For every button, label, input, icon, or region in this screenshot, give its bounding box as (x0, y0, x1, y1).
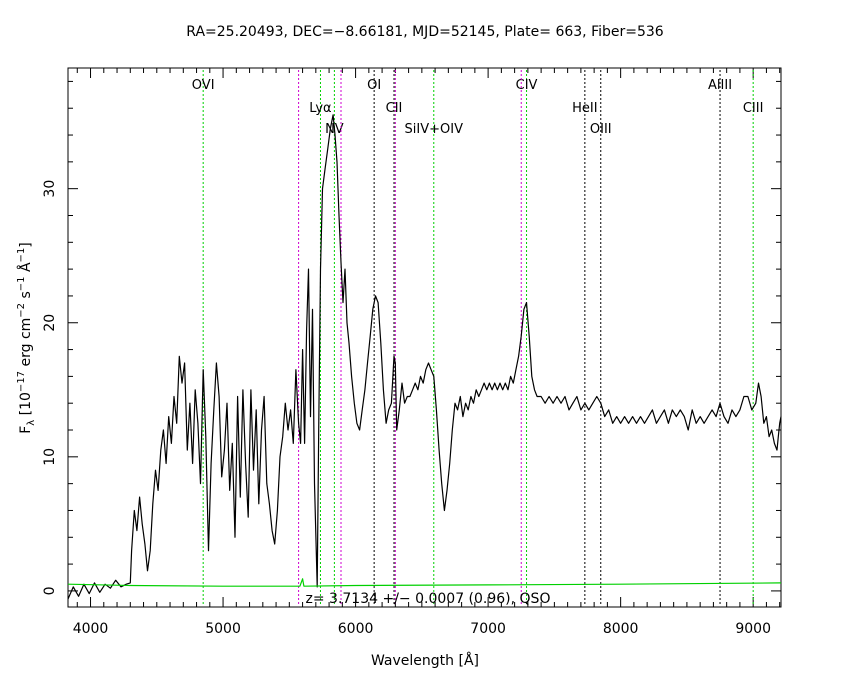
y-axis-label-part: ] (18, 242, 34, 247)
x-tick-label: 6000 (338, 621, 374, 637)
x-tick-label: 5000 (205, 621, 241, 637)
y-tick-label: 20 (42, 314, 58, 332)
plot-frame (67, 67, 782, 608)
line-label: Lyα (309, 101, 331, 116)
y-axis-label: Fλ [10−17 erg cm−2 s−1 Å−1] (16, 242, 37, 434)
y-axis-label-part: −1 (16, 276, 27, 291)
line-label: CIII (743, 101, 764, 116)
x-axis-label: Wavelength [Å] (371, 652, 479, 669)
line-label: OI (367, 78, 381, 93)
redshift-label: z= 3.7134 +/− 0.0007 (0.96), QSO (306, 591, 551, 607)
y-axis-label-part: −17 (16, 371, 27, 392)
y-axis-label-part: s (18, 291, 34, 303)
flux-line (67, 114, 782, 600)
chart-title: RA=25.20493, DEC=−8.66181, MJD=52145, Pl… (186, 24, 664, 40)
emission-line-markers: OVILyαNVOICIISiIV+OIVCIVHeIIOIIIAlIIICII… (192, 70, 764, 605)
y-tick-label: 0 (42, 586, 58, 595)
x-tick-label: 7000 (470, 621, 506, 637)
y-axis: 0 10 20 30 (42, 80, 781, 595)
line-label: SiIV+OIV (405, 122, 464, 137)
x-tick-label: 8000 (603, 621, 639, 637)
line-label: CII (386, 101, 403, 116)
line-label: OVI (192, 78, 215, 93)
y-axis-label-part: −2 (16, 303, 27, 318)
x-tick-label: 4000 (73, 621, 109, 637)
line-label: HeII (572, 101, 597, 116)
y-tick-label: 30 (42, 180, 58, 198)
line-label: CIV (516, 78, 538, 93)
y-axis-label-part: F (18, 426, 34, 434)
x-axis: 4000 5000 6000 7000 8000 9000 (73, 68, 781, 637)
y-axis-label-part: erg cm (18, 318, 34, 371)
x-tick-label: 9000 (735, 621, 771, 637)
y-axis-label-part: λ (26, 420, 37, 426)
line-label: AlIII (708, 78, 732, 93)
line-label: OIII (590, 122, 612, 137)
y-axis-label-part: Å (17, 262, 34, 276)
spectrum-series (67, 114, 782, 600)
y-tick-label: 10 (42, 448, 58, 466)
y-axis-label-part: [10 (18, 392, 34, 420)
error-line (67, 578, 782, 587)
y-axis-label-part: −1 (16, 248, 27, 263)
